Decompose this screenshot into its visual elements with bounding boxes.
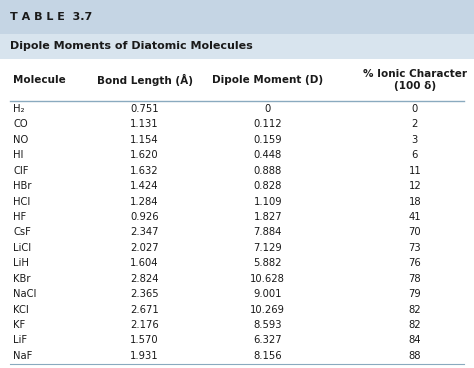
Text: 1.284: 1.284 xyxy=(130,197,159,206)
Text: 79: 79 xyxy=(409,289,421,299)
Text: 82: 82 xyxy=(409,305,421,315)
Text: Dipole Moments of Diatomic Molecules: Dipole Moments of Diatomic Molecules xyxy=(10,41,253,52)
Text: 2.176: 2.176 xyxy=(130,320,159,330)
Text: 0: 0 xyxy=(411,104,418,114)
Text: 18: 18 xyxy=(409,197,421,206)
FancyBboxPatch shape xyxy=(0,0,474,34)
Text: 1.424: 1.424 xyxy=(130,181,159,191)
Text: NO: NO xyxy=(13,135,28,145)
Text: 0: 0 xyxy=(264,104,271,114)
Text: 0.159: 0.159 xyxy=(254,135,282,145)
Text: 8.156: 8.156 xyxy=(254,351,282,361)
Text: 41: 41 xyxy=(409,212,421,222)
Text: 1.620: 1.620 xyxy=(130,150,159,160)
Text: 0.828: 0.828 xyxy=(254,181,282,191)
Text: 0.448: 0.448 xyxy=(254,150,282,160)
Text: 9.001: 9.001 xyxy=(254,289,282,299)
Text: 0.926: 0.926 xyxy=(130,212,159,222)
Text: 1.109: 1.109 xyxy=(254,197,282,206)
FancyBboxPatch shape xyxy=(0,59,474,368)
Text: 1.931: 1.931 xyxy=(130,351,159,361)
Text: 2.824: 2.824 xyxy=(130,274,159,284)
Text: NaCl: NaCl xyxy=(13,289,36,299)
Text: % Ionic Character
(100 δ): % Ionic Character (100 δ) xyxy=(363,69,467,91)
Text: 1.131: 1.131 xyxy=(130,119,159,129)
Text: HF: HF xyxy=(13,212,27,222)
Text: CsF: CsF xyxy=(13,227,31,237)
Text: 3: 3 xyxy=(411,135,418,145)
Text: 2.671: 2.671 xyxy=(130,305,159,315)
Text: 1.154: 1.154 xyxy=(130,135,159,145)
Text: 7.884: 7.884 xyxy=(254,227,282,237)
Text: HCl: HCl xyxy=(13,197,30,206)
Text: 5.882: 5.882 xyxy=(254,258,282,268)
Text: 76: 76 xyxy=(409,258,421,268)
Text: CO: CO xyxy=(13,119,28,129)
Text: 11: 11 xyxy=(409,166,421,176)
Text: 2.027: 2.027 xyxy=(130,243,159,253)
FancyBboxPatch shape xyxy=(0,34,474,59)
Text: 1.604: 1.604 xyxy=(130,258,159,268)
Text: 6: 6 xyxy=(411,150,418,160)
Text: 0.112: 0.112 xyxy=(254,119,282,129)
Text: KF: KF xyxy=(13,320,26,330)
Text: KBr: KBr xyxy=(13,274,31,284)
Text: LiCl: LiCl xyxy=(13,243,31,253)
Text: Bond Length (Å): Bond Length (Å) xyxy=(97,74,192,86)
Text: 10.269: 10.269 xyxy=(250,305,285,315)
Text: ClF: ClF xyxy=(13,166,29,176)
Text: KCl: KCl xyxy=(13,305,29,315)
Text: 0.888: 0.888 xyxy=(254,166,282,176)
Text: 7.129: 7.129 xyxy=(254,243,282,253)
Text: LiH: LiH xyxy=(13,258,29,268)
Text: 2: 2 xyxy=(411,119,418,129)
Text: Molecule: Molecule xyxy=(13,75,66,85)
Text: T A B L E  3.7: T A B L E 3.7 xyxy=(10,12,93,22)
Text: LiF: LiF xyxy=(13,336,27,346)
Text: 12: 12 xyxy=(409,181,421,191)
Text: H₂: H₂ xyxy=(13,104,25,114)
Text: HI: HI xyxy=(13,150,24,160)
Text: 88: 88 xyxy=(409,351,421,361)
Text: HBr: HBr xyxy=(13,181,32,191)
Text: 73: 73 xyxy=(409,243,421,253)
Text: 82: 82 xyxy=(409,320,421,330)
Text: 1.570: 1.570 xyxy=(130,336,159,346)
Text: 1.632: 1.632 xyxy=(130,166,159,176)
Text: 6.327: 6.327 xyxy=(254,336,282,346)
Text: 70: 70 xyxy=(409,227,421,237)
Text: 8.593: 8.593 xyxy=(254,320,282,330)
Text: 84: 84 xyxy=(409,336,421,346)
Text: 2.365: 2.365 xyxy=(130,289,159,299)
Text: 2.347: 2.347 xyxy=(130,227,159,237)
Text: Dipole Moment (D): Dipole Moment (D) xyxy=(212,75,323,85)
Text: 0.751: 0.751 xyxy=(130,104,159,114)
Text: NaF: NaF xyxy=(13,351,33,361)
Text: 78: 78 xyxy=(409,274,421,284)
Text: 1.827: 1.827 xyxy=(254,212,282,222)
Text: 10.628: 10.628 xyxy=(250,274,285,284)
